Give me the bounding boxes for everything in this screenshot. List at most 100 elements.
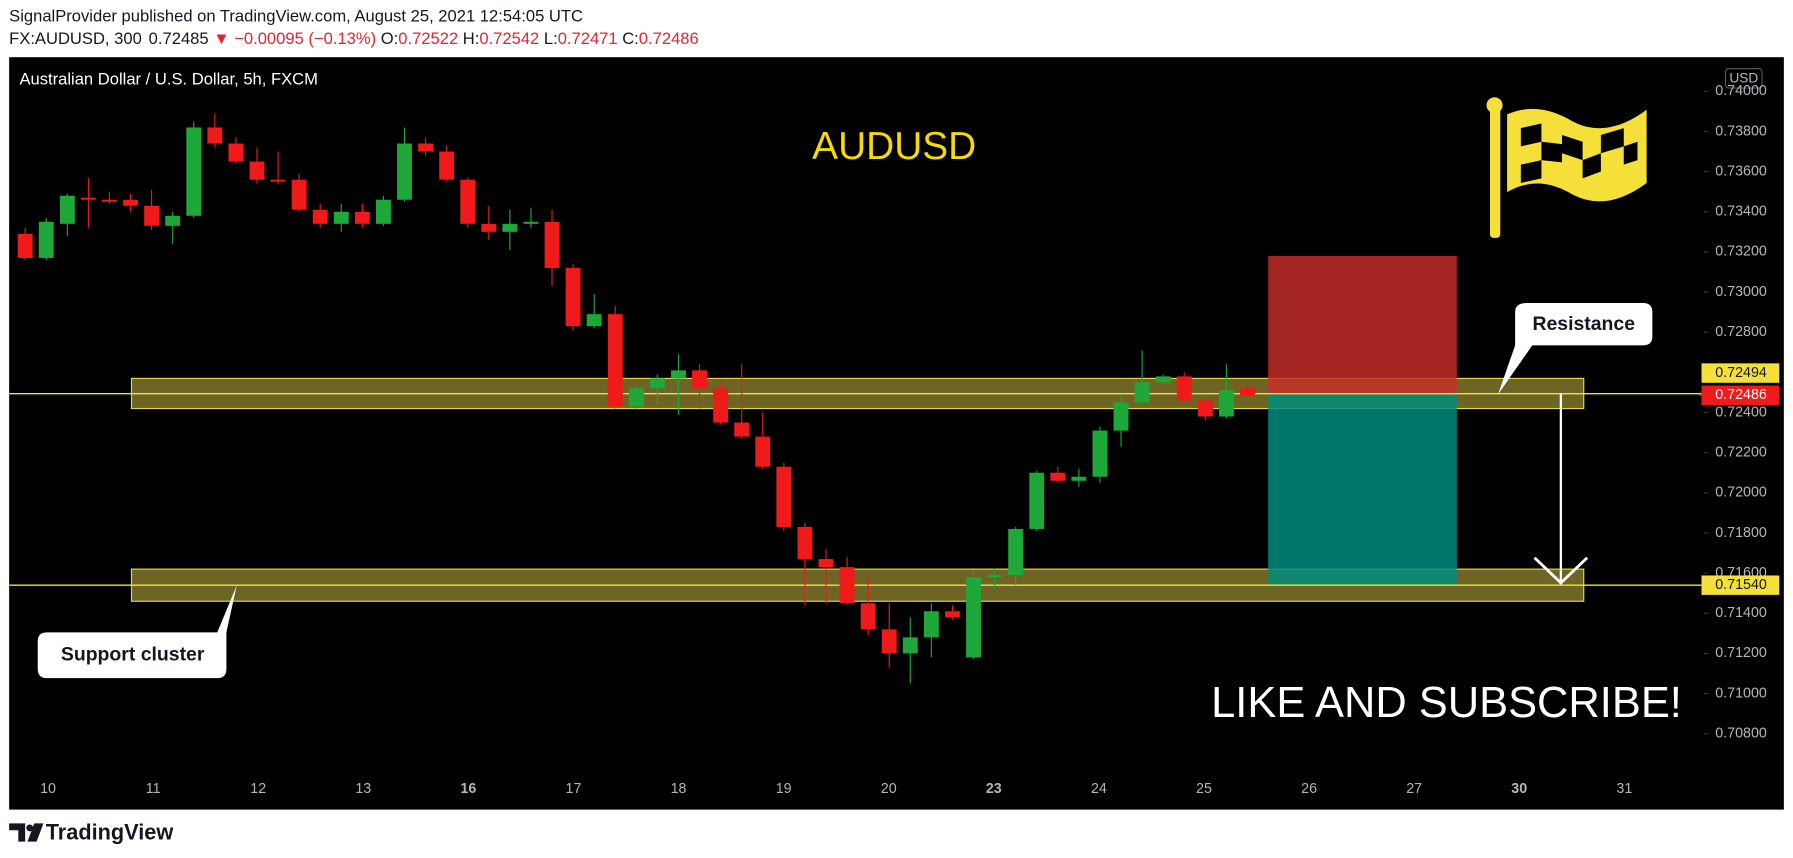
ohlc-label: O:	[381, 29, 399, 48]
last-price: 0.72485	[149, 29, 209, 48]
x-tick-label: 30	[1511, 781, 1527, 797]
chart-title: AUDUSD	[812, 125, 976, 168]
candle-body	[797, 526, 813, 560]
y-tick-label: 0.71000	[1715, 685, 1767, 701]
y-tick-label: 0.73400	[1715, 204, 1767, 220]
candle-body	[987, 575, 1003, 578]
hline-price-label-box	[1701, 575, 1780, 595]
ohlc-value: 0.72542	[479, 29, 539, 48]
candle-body	[312, 209, 328, 224]
hline-price-label-box	[1701, 363, 1780, 383]
last-price-label-box	[1701, 385, 1780, 405]
candle-body	[1092, 430, 1108, 477]
candle-body	[270, 179, 286, 182]
candle-body	[818, 559, 834, 568]
x-tick-label: 19	[776, 781, 792, 797]
candle-body	[375, 199, 391, 224]
ohlc-label: L:	[544, 29, 558, 48]
candle-body	[59, 195, 75, 224]
y-tick-label: 0.70800	[1715, 726, 1767, 742]
candle-body	[502, 223, 518, 232]
candle-body	[1050, 472, 1066, 481]
candle-body	[628, 388, 644, 407]
x-tick-label: 27	[1406, 781, 1422, 797]
candle-body	[1029, 472, 1045, 529]
candle-body	[586, 314, 602, 327]
ohlc-label: H:	[463, 29, 480, 48]
candle-body	[439, 151, 455, 180]
candle-body	[692, 370, 707, 389]
y-tick-label: 0.72400	[1715, 404, 1767, 420]
brand-name: TradingView	[46, 819, 174, 844]
candle-body	[923, 611, 939, 638]
candle-body	[1197, 400, 1213, 417]
candle-body	[713, 388, 729, 423]
candle-body	[1155, 376, 1171, 383]
plot: Australian Dollar / U.S. Dollar, 5h, FXC…	[9, 68, 1780, 797]
callout-resistance	[1497, 303, 1653, 395]
candle-body	[186, 127, 202, 216]
candle-body	[207, 127, 223, 144]
zone-label: Support cluster	[61, 643, 205, 665]
x-tick-label: 17	[566, 781, 582, 797]
candle-body	[249, 161, 265, 180]
y-tick-label: 0.73600	[1715, 163, 1767, 179]
x-tick-label: 26	[1301, 781, 1317, 797]
y-tick-label: 0.71200	[1715, 645, 1767, 661]
ohlc-value: 0.72471	[558, 29, 618, 48]
symbol: FX:AUDUSD, 300	[9, 29, 142, 48]
candle-body	[945, 611, 960, 618]
candle-body	[1218, 390, 1234, 417]
x-tick-label: 18	[671, 781, 687, 797]
candle-body	[966, 577, 981, 658]
candle-body	[481, 223, 497, 232]
candle-body	[397, 143, 412, 200]
hline-price-label: 0.71540	[1715, 577, 1767, 593]
target-zone	[1268, 393, 1457, 586]
stop-zone	[1268, 255, 1457, 394]
x-tick-label: 10	[40, 781, 56, 797]
y-tick-label: 0.71400	[1715, 605, 1767, 621]
symbol-line: FX:AUDUSD, 300 0.72485 ▼ −0.00095 (−0.13%)…	[9, 29, 699, 48]
candle-body	[902, 637, 918, 654]
y-tick-label: 0.72200	[1715, 444, 1767, 460]
candle-body	[333, 211, 349, 224]
arrow-head	[1533, 556, 1589, 585]
y-tick-label: 0.74000	[1715, 83, 1767, 99]
x-tick-label: 13	[355, 781, 371, 797]
candle-body	[544, 221, 560, 268]
candle-body	[734, 422, 750, 437]
ohlc-label: C:	[622, 29, 639, 48]
price-change: ▼ −0.00095 (−0.13%)	[213, 29, 376, 48]
zone-label: Resistance	[1532, 313, 1635, 335]
candle-body	[123, 199, 138, 206]
candle-body	[671, 370, 686, 379]
x-tick-label: 25	[1196, 781, 1212, 797]
candle-body	[1176, 376, 1192, 401]
candle-body	[80, 197, 96, 200]
candle-body	[649, 378, 665, 389]
brand-logo: TradingView	[9, 819, 173, 844]
x-tick-label: 16	[460, 781, 476, 797]
candle-body	[1113, 402, 1129, 431]
y-tick-label: 0.73800	[1715, 123, 1767, 139]
candle-body	[839, 567, 855, 604]
candle-body	[860, 603, 876, 630]
annotation: LIKE AND SUBSCRIBE!	[1211, 679, 1682, 727]
x-tick-label: 20	[881, 781, 897, 797]
currency-label: USD	[1729, 71, 1758, 86]
candle-body	[102, 199, 117, 202]
candle-body	[776, 466, 792, 527]
candle-body	[1134, 382, 1150, 403]
candle-body	[228, 143, 244, 162]
y-tick-label: 0.72800	[1715, 324, 1767, 340]
y-tick-label: 0.71800	[1715, 525, 1767, 541]
candle-body	[607, 314, 623, 407]
ohlc-value: 0.72522	[398, 29, 458, 48]
candle-body	[755, 436, 771, 467]
candle-body	[418, 143, 434, 152]
publisher-line: SignalProvider published on TradingView.…	[9, 7, 583, 26]
candle-body	[1071, 476, 1087, 481]
